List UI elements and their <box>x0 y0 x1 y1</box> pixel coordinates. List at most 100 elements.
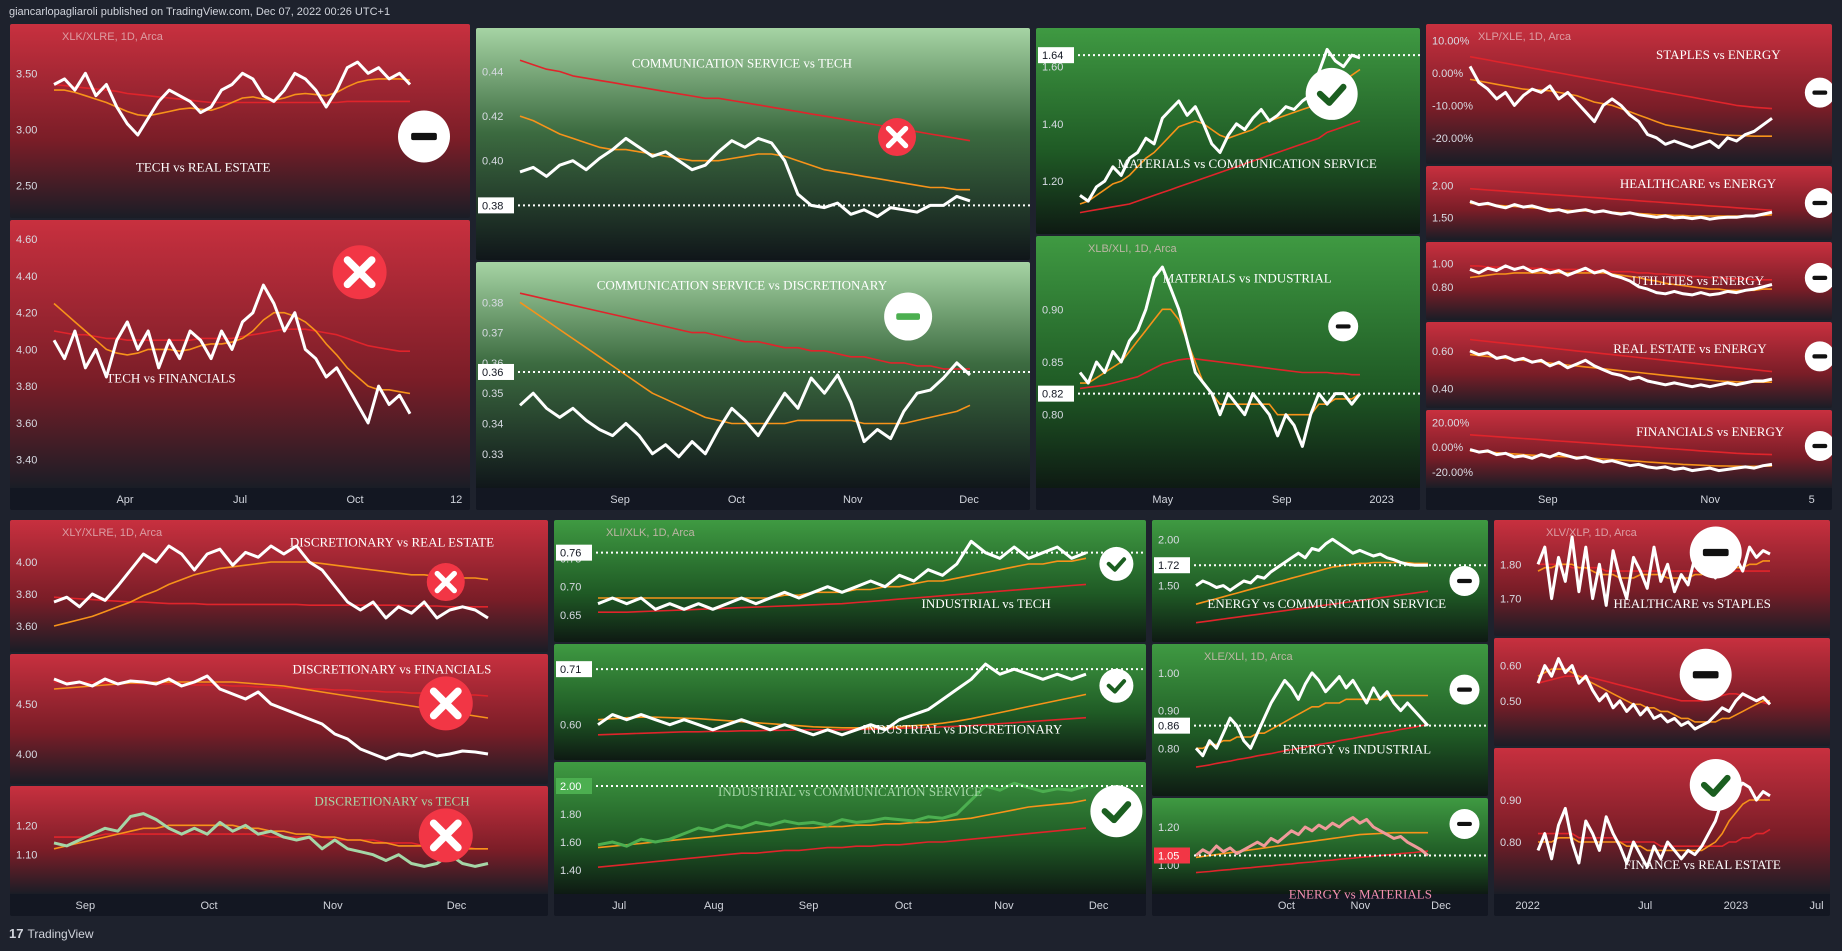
panel-background <box>1426 322 1832 408</box>
panel-background <box>1494 638 1830 746</box>
chart-title: HEALTHCARE vs ENERGY <box>1620 176 1777 191</box>
last-price-label: 0.71 <box>560 664 581 676</box>
chart-panel-p5[interactable]: 1.60 1.40 1.20 1.64 MATERIALS vs COMMUNICATI… <box>1036 28 1420 234</box>
price-line <box>1195 537 1428 592</box>
chart-panel-p11[interactable]: 20.00% 0.00% -20.00% FINANCIALS vs ENERGY Se… <box>1426 410 1832 510</box>
panel-background <box>554 644 1146 760</box>
last-price-tag <box>1038 47 1074 64</box>
chart-panel-p9[interactable]: 1.00 0.80 UTILITIES vs ENERGY <box>1426 242 1832 320</box>
panel-background <box>10 24 470 218</box>
y-tick-label: 1.10 <box>16 850 37 862</box>
minus-circle-icon <box>1804 77 1832 108</box>
chart-panel-p19[interactable]: 1.00 0.90 0.80 0.86 XLE/XLI, 1D, Arca ENERGY … <box>1152 644 1488 796</box>
last-price-label: 0.82 <box>1042 389 1063 401</box>
y-tick-label: 1.70 <box>1500 594 1521 606</box>
chart-title: UTILITIES vs ENERGY <box>1632 273 1765 288</box>
moving-average-red <box>597 827 1087 868</box>
last-price-label: 0.76 <box>560 548 581 560</box>
chart-title: MATERIALS vs COMMUNICATION SERVICE <box>1118 156 1377 171</box>
panel-background <box>1494 748 1830 894</box>
x-tick-label: Dec <box>959 494 979 506</box>
x-axis-strip <box>476 488 1030 510</box>
moving-average-orange <box>519 115 970 191</box>
tradingview-footer[interactable]: 17 TradingView <box>9 926 94 941</box>
chart-panel-p4[interactable]: 0.38 0.37 0.36 0.35 0.34 0.33 0.36 COMMUNICATIO… <box>476 262 1030 510</box>
x-tick-label: Nov <box>994 900 1014 912</box>
x-tick-label: Nov <box>1351 900 1371 912</box>
minus-circle-icon <box>1689 526 1742 579</box>
moving-average-red <box>598 583 1087 613</box>
moving-average-red <box>1469 55 1773 110</box>
panel-background <box>554 762 1146 894</box>
panel-background <box>1426 410 1832 488</box>
moving-average-orange <box>597 693 1087 729</box>
y-tick-label: 0.38 <box>482 297 503 309</box>
moving-average-orange <box>1469 272 1772 292</box>
y-tick-label: 0.42 <box>482 111 503 123</box>
y-tick-label: -20.00% <box>1432 133 1473 145</box>
y-tick-label: 0.80 <box>1158 743 1179 755</box>
y-tick-label: 2.00 <box>1158 534 1179 546</box>
y-tick-label: 4.00 <box>16 557 37 569</box>
moving-average-red <box>1079 120 1361 214</box>
y-tick-label: 0.35 <box>482 388 503 400</box>
chart-panel-p3[interactable]: 0.44 0.42 0.40 0.38 COMMUNICATION SERVICE vs… <box>476 28 1030 260</box>
x-tick-label: 2023 <box>1724 900 1748 912</box>
x-circle-icon <box>418 808 473 863</box>
y-tick-label: -20.00% <box>1432 467 1473 479</box>
panel-background <box>1152 798 1488 894</box>
y-tick-label: 2.50 <box>16 181 37 193</box>
x-axis-strip <box>1426 488 1832 510</box>
minus-circle-icon <box>1449 566 1480 596</box>
price-line <box>1194 671 1430 758</box>
chart-panel-p18[interactable]: 2.00 1.50 1.72 ENERGY vs COMMUNICATION SERV… <box>1152 520 1488 642</box>
check-circle-icon <box>1099 668 1134 703</box>
y-tick-label: 1.80 <box>1500 559 1521 571</box>
price-line <box>519 136 971 218</box>
price-line <box>1536 657 1772 731</box>
x-axis-strip <box>10 894 548 916</box>
chart-panel-p10[interactable]: 0.60 0.40 REAL ESTATE vs ENERGY <box>1426 322 1832 408</box>
y-tick-label: 0.80 <box>1500 837 1521 849</box>
x-tick-label: Nov <box>843 494 863 506</box>
chart-panel-p23[interactable]: 0.90 0.80 FINANCE vs REAL ESTATE 2022 Jul 202… <box>1494 748 1830 916</box>
price-line <box>1469 199 1773 221</box>
chart-panel-p22[interactable]: 0.60 0.50 <box>1494 638 1830 746</box>
symbol-label: XLY/XLRE, 1D, Arca <box>62 527 163 539</box>
chart-panel-p21[interactable]: 1.80 1.70 XLV/XLP, 1D, Arca HEALTHCARE vs S… <box>1494 520 1830 636</box>
price-line <box>1078 265 1362 448</box>
x-circle-icon <box>332 245 387 300</box>
x-tick-label: Nov <box>1700 494 1720 506</box>
y-tick-label: 1.40 <box>1042 119 1063 131</box>
y-tick-label: 4.40 <box>16 271 37 283</box>
chart-panel-p2[interactable]: 4.60 4.40 4.20 4.00 3.80 3.60 3.40 TECH vs FINA… <box>10 220 470 510</box>
x-tick-label: Sep <box>76 900 96 912</box>
y-tick-label: 0.60 <box>1500 661 1521 673</box>
y-tick-label: 4.60 <box>16 234 37 246</box>
chart-panel-p13[interactable]: 4.50 4.00 DISCRETIONARY vs FINANCIALS <box>10 654 548 784</box>
moving-average-red <box>1469 187 1773 212</box>
chart-title: TECH vs FINANCIALS <box>106 370 235 385</box>
y-tick-label: 0.65 <box>560 610 581 622</box>
chart-panel-p6[interactable]: 0.90 0.85 0.80 0.82 XLB/XLI, 1D, Arca MATERIA… <box>1036 236 1420 510</box>
price-line <box>53 674 489 761</box>
chart-panel-p7[interactable]: 10.00% 0.00% -10.00% -20.00% XLP/XLE, 1D, Ar… <box>1426 24 1832 164</box>
chart-panel-p20[interactable]: 1.20 1.00 1.05 ENERGY vs MATERIALS Oct Nov Dec <box>1152 798 1488 916</box>
chart-panel-p12[interactable]: 4.00 3.80 3.60 XLY/XLRE, 1D, Arca DISCRETION… <box>10 520 548 652</box>
y-tick-label: 2.00 <box>1432 181 1453 193</box>
y-tick-label: 0.90 <box>1158 706 1179 718</box>
chart-title: DISCRETIONARY vs TECH <box>314 794 469 809</box>
chart-panel-p8[interactable]: 2.00 1.50 HEALTHCARE vs ENERGY <box>1426 166 1832 240</box>
y-tick-label: 0.33 <box>482 449 503 461</box>
moving-average-red <box>1538 828 1771 847</box>
moving-average-red <box>53 596 488 608</box>
y-tick-label: 0.60 <box>560 720 581 732</box>
moving-average-orange <box>1195 561 1428 605</box>
x-tick-label: May <box>1152 494 1173 506</box>
chart-panel-p1[interactable]: 3.50 3.00 2.50 XLK/XLRE, 1D, Arca TECH vs RE… <box>10 24 470 218</box>
chart-panel-p16[interactable]: 0.60 0.71 INDUSTRIAL vs DISCRETIONARY <box>554 644 1146 760</box>
x-tick-label: Oct <box>895 900 912 912</box>
chart-panel-p14[interactable]: 1.20 1.10 DISCRETIONARY vs TECH Sep Oct Nov De… <box>10 786 548 916</box>
